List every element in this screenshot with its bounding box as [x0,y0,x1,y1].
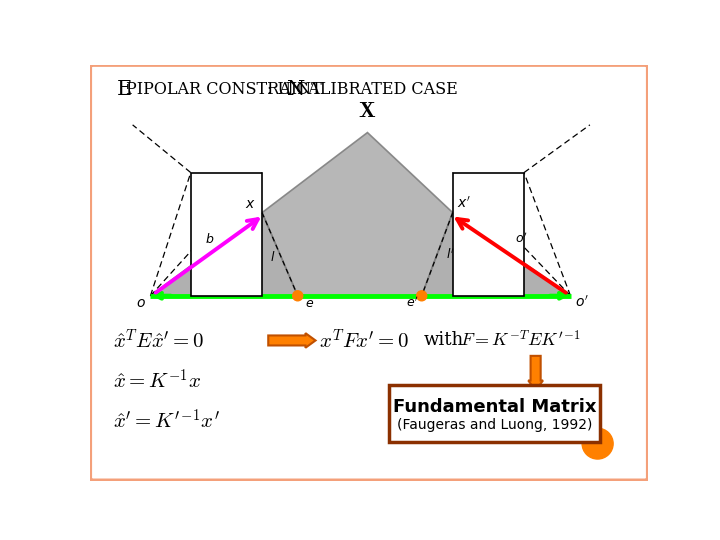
Text: $e'$: $e'$ [406,295,419,309]
Text: $x$: $x$ [245,197,256,211]
Text: $l$: $l$ [270,250,275,264]
Text: $o'$: $o'$ [515,232,527,246]
Polygon shape [453,173,524,296]
Text: $o'$: $o'$ [575,294,589,309]
Text: CALIBRATED CASE: CALIBRATED CASE [296,81,458,98]
Polygon shape [150,213,297,296]
FancyBboxPatch shape [389,385,600,442]
Polygon shape [262,132,453,296]
Text: (Faugeras and Luong, 1992): (Faugeras and Luong, 1992) [397,418,593,432]
Text: : U: : U [266,81,291,98]
Text: PIPOLAR CONSTRAINT: PIPOLAR CONSTRAINT [127,81,322,98]
Text: $x'$: $x'$ [457,196,471,211]
Circle shape [582,428,613,459]
Text: $x^T F x' = 0$: $x^T F x' = 0$ [319,328,409,353]
Text: $\mathbf{X}$: $\mathbf{X}$ [359,100,377,122]
Text: $\hat{x} = K^{-1} x$: $\hat{x} = K^{-1} x$ [113,368,202,393]
Text: $e$: $e$ [305,296,315,309]
Text: $F = K^{-T} E K'^{-1}$: $F = K^{-T} E K'^{-1}$ [461,330,581,350]
Text: Fundamental Matrix: Fundamental Matrix [393,397,596,416]
Circle shape [292,291,302,301]
Text: E: E [117,80,132,99]
Text: $b$: $b$ [204,232,214,246]
Text: with: with [423,332,464,349]
Text: $o$: $o$ [137,295,146,309]
Polygon shape [422,213,570,296]
FancyArrow shape [528,356,543,390]
FancyArrow shape [269,333,315,348]
Text: N: N [287,80,305,99]
Text: $l'$: $l'$ [446,247,455,262]
FancyBboxPatch shape [90,65,648,481]
Polygon shape [191,173,262,296]
Circle shape [417,291,427,301]
Text: $\hat{x}^T E \hat{x}' = 0$: $\hat{x}^T E \hat{x}' = 0$ [113,328,204,353]
Text: $\hat{x}' = K'^{-1} x'$: $\hat{x}' = K'^{-1} x'$ [113,408,220,433]
